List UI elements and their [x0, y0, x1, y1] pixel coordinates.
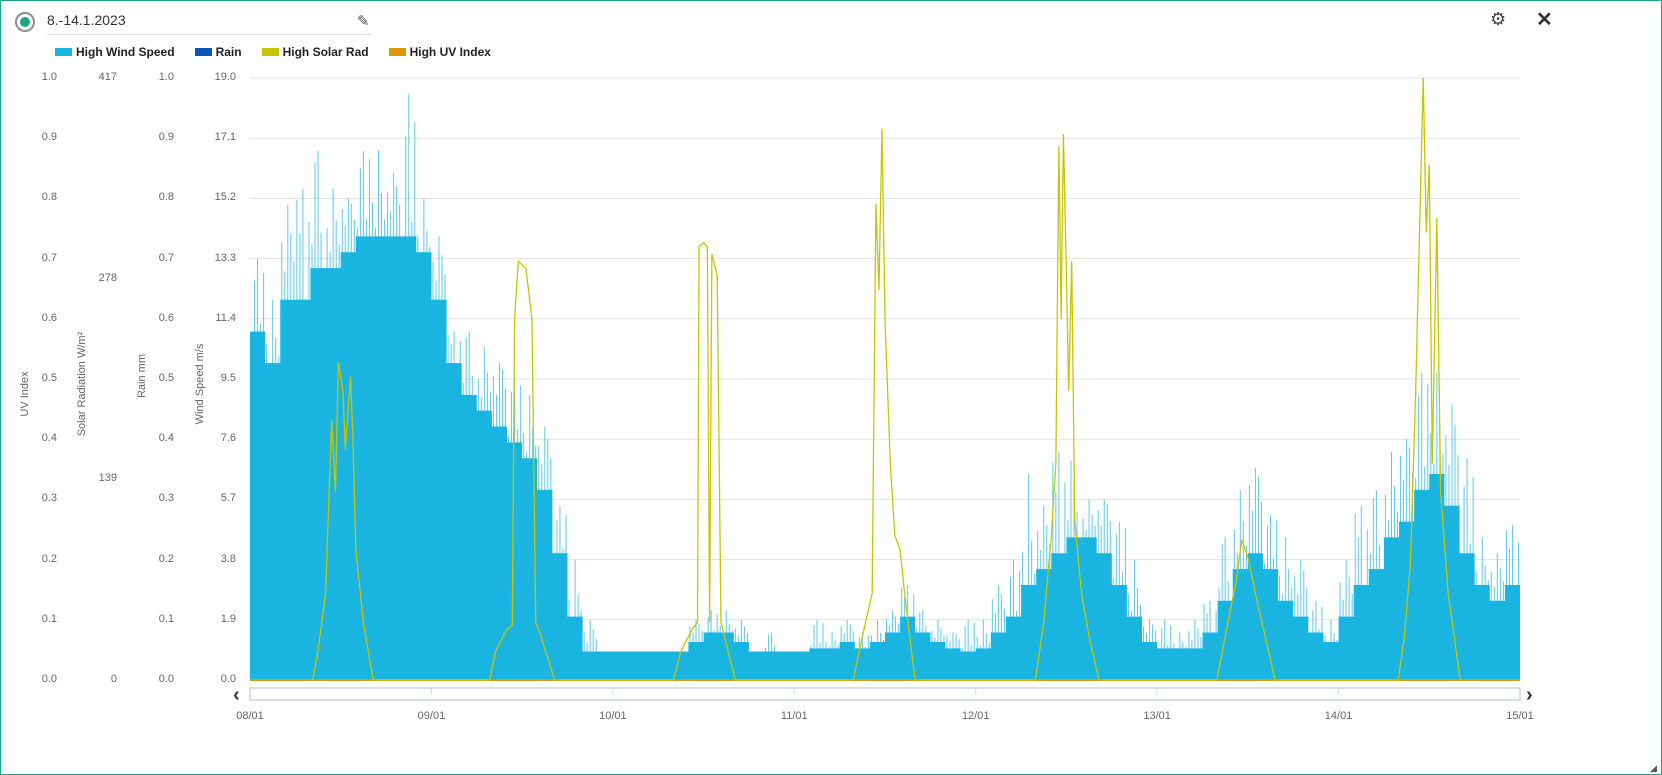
rain-tick: 0.6 [158, 311, 174, 324]
legend-solar[interactable]: High Solar Rad [261, 45, 369, 59]
wind-tick: 7.6 [220, 432, 236, 445]
legend-label: Rain [215, 45, 242, 59]
legend-swatch [261, 48, 279, 56]
rain-tick: 0.0 [158, 673, 174, 685]
uv-tick: 1.0 [41, 71, 57, 83]
wind-tick: 1.9 [220, 612, 236, 625]
solar-tick: 0 [110, 673, 117, 685]
x-tick-label: 15/01 [1506, 710, 1534, 722]
wind-tick: 17.1 [214, 131, 236, 144]
rain-tick: 0.9 [158, 131, 174, 144]
wind-tick: 0.0 [220, 673, 236, 685]
legend-rain[interactable]: Rain [194, 45, 242, 59]
pencil-icon[interactable]: ✎ [357, 13, 370, 30]
uv-tick: 0.1 [41, 612, 57, 625]
wind-tick: 9.5 [220, 372, 236, 384]
legend: High Wind Speed Rain High Solar Rad High… [55, 45, 491, 59]
legend-label: High Wind Speed [76, 45, 175, 59]
select-radio[interactable] [15, 12, 35, 32]
wind-tick: 13.3 [214, 251, 236, 264]
wind-tick: 19.0 [214, 71, 236, 83]
range-navigator [249, 687, 1521, 701]
solar-tick: 278 [98, 271, 117, 284]
legend-swatch [388, 48, 406, 56]
rain-tick: 0.7 [158, 251, 174, 264]
uv-tick: 0.7 [41, 251, 57, 264]
wind-tick: 11.4 [215, 311, 236, 324]
solar-tick: 139 [98, 472, 117, 485]
legend-swatch [194, 48, 212, 56]
rain-tick: 0.4 [158, 432, 174, 445]
solar-tick: 417 [98, 71, 117, 83]
uv-tick: 0.3 [41, 492, 57, 505]
rain-tick: 0.2 [158, 552, 174, 565]
rain-tick: 0.5 [158, 372, 174, 384]
uv-tick: 0.6 [41, 311, 57, 324]
x-tick-label: 10/01 [599, 710, 627, 722]
rain-tick: 0.3 [158, 492, 174, 505]
gear-icon[interactable]: ⚙ [1490, 9, 1507, 29]
solar-line [312, 77, 1461, 681]
close-icon[interactable]: ✕ [1536, 9, 1553, 31]
x-tick-label: 13/01 [1143, 710, 1171, 722]
wind-area [250, 236, 1520, 680]
x-tick-label: 09/01 [417, 710, 446, 722]
wind-tick: 15.2 [214, 191, 236, 204]
legend-swatch [55, 48, 72, 56]
legend-label: High Solar Rad [282, 45, 369, 59]
wind-tick: 3.8 [220, 552, 236, 565]
legend-uv[interactable]: High UV Index [388, 45, 491, 59]
rain-tick: 1.0 [158, 71, 174, 83]
scroll-right-button[interactable]: › [1526, 684, 1533, 706]
uv-tick: 0.2 [41, 552, 57, 565]
wind-tick: 5.7 [220, 492, 236, 505]
x-tick-label: 14/01 [1324, 710, 1353, 722]
legend-label: High UV Index [409, 45, 491, 59]
uv-tick: 0.9 [41, 131, 57, 144]
x-tick-label: 08/01 [236, 710, 264, 722]
legend-wind[interactable]: High Wind Speed [55, 45, 175, 59]
scroll-left-button[interactable]: ‹ [233, 684, 240, 706]
x-tick-label: 11/01 [780, 710, 808, 722]
uv-tick: 0.5 [41, 372, 57, 384]
rain-tick: 0.1 [158, 612, 174, 625]
uv-tick: 0.8 [41, 191, 57, 204]
rain-tick: 0.8 [158, 191, 174, 204]
chart-title[interactable]: 8.-14.1.2023 [47, 12, 372, 35]
uv-tick: 0.4 [41, 432, 57, 445]
x-tick-label: 12/01 [961, 710, 990, 722]
resize-handle[interactable]: ◢ [1650, 763, 1657, 773]
uv-tick: 0.0 [41, 673, 57, 685]
